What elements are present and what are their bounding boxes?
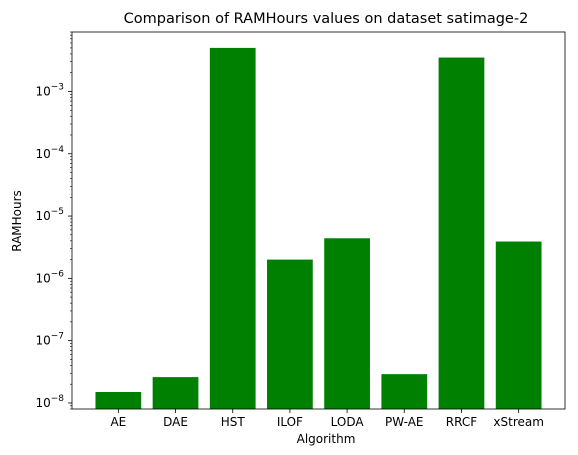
x-axis-label: Algorithm — [297, 432, 356, 446]
chart-title: Comparison of RAMHours values on dataset… — [124, 11, 529, 27]
y-axis-ticks: 10−8 10−7 10−6 10−5 10−4 10−3 — [35, 32, 72, 410]
y-tick-label: 10−7 — [35, 332, 64, 348]
x-tick-label-hst: HST — [221, 415, 246, 429]
bar-xstream — [496, 242, 542, 409]
bars-group — [95, 48, 541, 409]
x-tick-label-ae: AE — [110, 415, 126, 429]
y-axis-label: RAMHours — [10, 190, 24, 252]
y-tick-label: 10−5 — [35, 207, 64, 223]
x-tick-label-rrcf: RRCF — [446, 415, 477, 429]
y-tick-label: 10−4 — [35, 145, 64, 161]
x-tick-label-pw-ae: PW-AE — [385, 415, 423, 429]
x-tick-label-loda: LODA — [331, 415, 365, 429]
bar-dae — [153, 377, 199, 409]
y-tick-label: 10−6 — [35, 269, 64, 285]
y-tick-label: 10−3 — [35, 82, 64, 98]
bar-loda — [324, 238, 370, 409]
y-tick-label: 10−8 — [35, 394, 64, 410]
x-tick-label-dae: DAE — [163, 415, 188, 429]
plot-border — [72, 32, 565, 409]
bar-rrcf — [439, 58, 485, 409]
axes-frame — [72, 32, 565, 409]
x-axis-ticks: AE DAE HST ILOF LODA PW-AE RRCF xStream — [110, 409, 543, 429]
x-tick-label-xstream: xStream — [493, 415, 544, 429]
bar-hst — [210, 48, 256, 409]
bar-ae — [95, 392, 141, 409]
bar-ilof — [267, 260, 313, 409]
x-tick-label-ilof: ILOF — [277, 415, 303, 429]
bar-pw-ae — [381, 374, 427, 409]
